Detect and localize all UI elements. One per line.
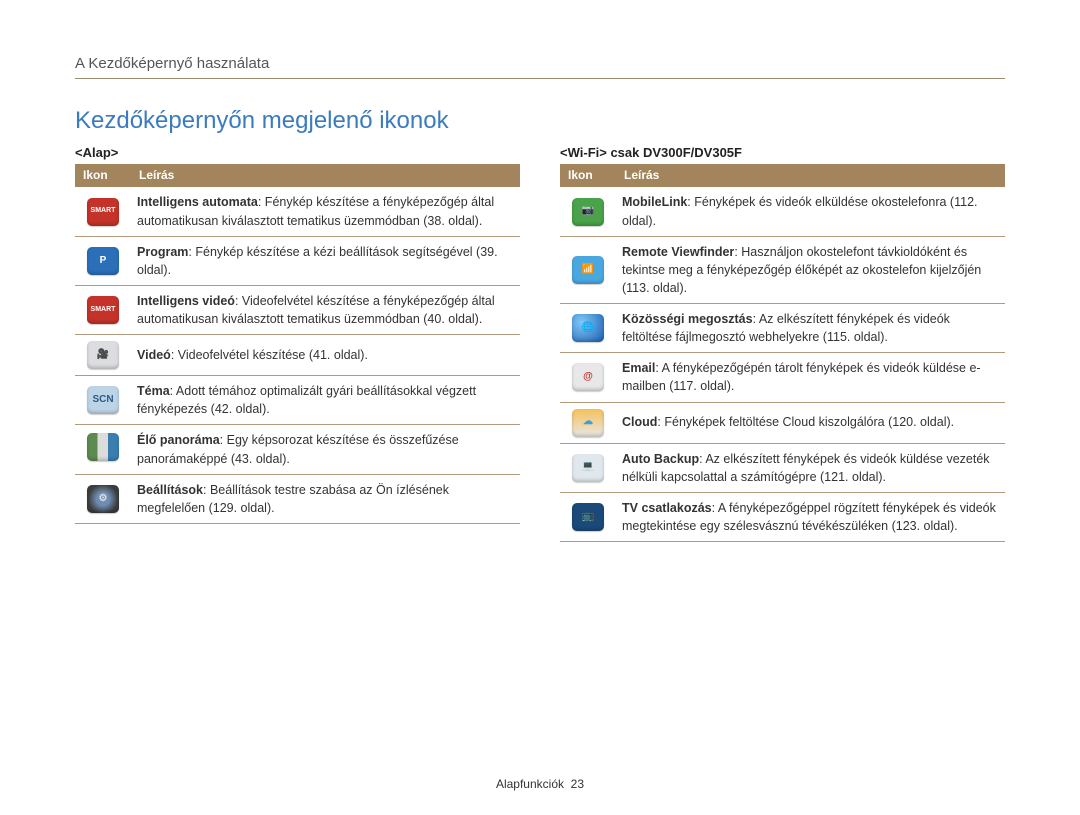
desc-bold: Cloud <box>622 415 657 429</box>
table-row: 🎥 Videó: Videofelvétel készítése (41. old… <box>75 335 520 376</box>
desc-rest: : Adott témához optimalizált gyári beáll… <box>137 384 476 416</box>
table-row: ☁ Cloud: Fényképek feltöltése Cloud kiszo… <box>560 402 1005 443</box>
two-column-layout: <Alap> Ikon Leírás SMART Intelligens auto… <box>75 145 1005 542</box>
desc-bold: Remote Viewfinder <box>622 245 734 259</box>
icon-cell: 💻 <box>560 443 616 492</box>
icon-cell: ⚙ <box>75 474 131 523</box>
desc-bold: Intelligens automata <box>137 195 258 209</box>
icon-cell: 🌐 <box>560 304 616 353</box>
desc-bold: Beállítások <box>137 483 203 497</box>
desc-bold: MobileLink <box>622 195 687 209</box>
icon-cell: 📷 <box>560 187 616 236</box>
left-icon-0: SMART <box>87 198 119 226</box>
table-row: Élő panoráma: Egy képsorozat készítése é… <box>75 425 520 474</box>
desc-bold: Auto Backup <box>622 452 699 466</box>
table-row: ⚙ Beállítások: Beállítások testre szabása… <box>75 474 520 523</box>
table-row: P Program: Fénykép készítése a kézi beáll… <box>75 236 520 285</box>
right-icon-1: 📶 <box>572 256 604 284</box>
desc-cell: Cloud: Fényképek feltöltése Cloud kiszol… <box>616 402 1005 443</box>
desc-bold: TV csatlakozás <box>622 501 712 515</box>
right-icon-2: 🌐 <box>572 314 604 342</box>
icon-cell: SMART <box>75 187 131 236</box>
desc-bold: Közösségi megosztás <box>622 312 753 326</box>
left-icon-4: SCN <box>87 386 119 414</box>
desc-cell: Auto Backup: Az elkészített fényképek és… <box>616 443 1005 492</box>
desc-rest: : Videofelvétel készítése (41. oldal). <box>171 348 368 362</box>
left-icon-2: SMART <box>87 296 119 324</box>
icon-cell: SCN <box>75 376 131 425</box>
desc-rest: : Fénykép készítése a kézi beállítások s… <box>137 245 498 277</box>
left-subheading: <Alap> <box>75 145 520 160</box>
table-row: SMART Intelligens automata: Fénykép készí… <box>75 187 520 236</box>
icon-cell: 📶 <box>560 236 616 303</box>
desc-bold: Intelligens videó <box>137 294 235 308</box>
icon-cell: 🎥 <box>75 335 131 376</box>
left-icon-3: 🎥 <box>87 341 119 369</box>
table-row: 📺 TV csatlakozás: A fényképezőgéppel rögz… <box>560 492 1005 541</box>
desc-cell: Beállítások: Beállítások testre szabása … <box>131 474 520 523</box>
desc-cell: Élő panoráma: Egy képsorozat készítése é… <box>131 425 520 474</box>
footer-page: 23 <box>571 777 584 791</box>
icon-cell: SMART <box>75 285 131 334</box>
right-icon-6: 📺 <box>572 503 604 531</box>
table-row: 📷 MobileLink: Fényképek és videók elküldé… <box>560 187 1005 236</box>
right-icon-0: 📷 <box>572 198 604 226</box>
desc-cell: Remote Viewfinder: Használjon okostelefo… <box>616 236 1005 303</box>
right-icon-5: 💻 <box>572 454 604 482</box>
icon-cell <box>75 425 131 474</box>
icon-cell: 📺 <box>560 492 616 541</box>
desc-bold: Videó <box>137 348 171 362</box>
th-icon: Ikon <box>75 164 131 187</box>
right-icon-3: @ <box>572 363 604 391</box>
left-icon-6: ⚙ <box>87 485 119 513</box>
left-column: <Alap> Ikon Leírás SMART Intelligens auto… <box>75 145 520 542</box>
icon-cell: ☁ <box>560 402 616 443</box>
desc-bold: Élő panoráma <box>137 433 220 447</box>
desc-cell: Intelligens automata: Fénykép készítése … <box>131 187 520 236</box>
th-desc: Leírás <box>131 164 520 187</box>
table-row: 🌐 Közösségi megosztás: Az elkészített fén… <box>560 304 1005 353</box>
icon-cell: @ <box>560 353 616 402</box>
left-icon-5 <box>87 433 119 461</box>
desc-bold: Téma <box>137 384 170 398</box>
desc-cell: Téma: Adott témához optimalizált gyári b… <box>131 376 520 425</box>
desc-rest: : Fényképek feltöltése Cloud kiszolgálór… <box>657 415 954 429</box>
desc-cell: TV csatlakozás: A fényképezőgéppel rögzí… <box>616 492 1005 541</box>
breadcrumb: A Kezdőképernyő használata <box>75 55 1005 72</box>
left-icon-1: P <box>87 247 119 275</box>
desc-cell: Közösségi megosztás: Az elkészített fény… <box>616 304 1005 353</box>
table-row: SMART Intelligens videó: Videofelvétel ké… <box>75 285 520 334</box>
table-row: @ Email: A fényképezőgépén tárolt fénykép… <box>560 353 1005 402</box>
right-icon-4: ☁ <box>572 409 604 437</box>
divider <box>75 78 1005 79</box>
desc-cell: MobileLink: Fényképek és videók elküldés… <box>616 187 1005 236</box>
footer-label: Alapfunkciók <box>496 777 564 791</box>
footer: Alapfunkciók 23 <box>0 777 1080 791</box>
desc-cell: Intelligens videó: Videofelvétel készíté… <box>131 285 520 334</box>
desc-rest: : A fényképezőgépén tárolt fényképek és … <box>622 361 981 393</box>
th-desc: Leírás <box>616 164 1005 187</box>
right-table: Ikon Leírás 📷 MobileLink: Fényképek és vi… <box>560 164 1005 542</box>
desc-bold: Program <box>137 245 188 259</box>
table-row: SCN Téma: Adott témához optimalizált gyár… <box>75 376 520 425</box>
th-icon: Ikon <box>560 164 616 187</box>
page-title: Kezdőképernyőn megjelenő ikonok <box>75 107 1005 135</box>
table-row: 💻 Auto Backup: Az elkészített fényképek é… <box>560 443 1005 492</box>
desc-cell: Email: A fényképezőgépén tárolt fényképe… <box>616 353 1005 402</box>
right-subheading: <Wi-Fi> csak DV300F/DV305F <box>560 145 1005 160</box>
left-table: Ikon Leírás SMARTIntelligens automata: F… <box>75 164 520 524</box>
desc-cell: Videó: Videofelvétel készítése (41. olda… <box>131 335 520 376</box>
icon-cell: P <box>75 236 131 285</box>
table-row: 📶 Remote Viewfinder: Használjon okostelef… <box>560 236 1005 303</box>
desc-cell: Program: Fénykép készítése a kézi beállí… <box>131 236 520 285</box>
right-column: <Wi-Fi> csak DV300F/DV305F Ikon Leírás 📷… <box>560 145 1005 542</box>
desc-bold: Email <box>622 361 655 375</box>
